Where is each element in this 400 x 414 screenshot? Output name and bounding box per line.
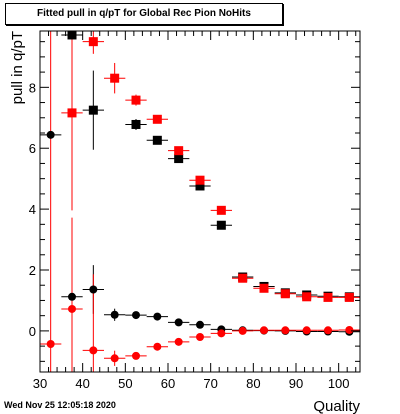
x-tick-label: 30	[33, 376, 47, 391]
data-point-square	[110, 73, 120, 83]
data-point-circle	[110, 310, 119, 319]
x-tick-label: 100	[328, 376, 350, 391]
data-point-circle	[281, 326, 290, 335]
data-point-square	[67, 30, 77, 40]
data-point-circle	[46, 339, 55, 348]
data-point-square	[131, 95, 141, 105]
x-tick-label: 90	[289, 376, 303, 391]
data-point-circle	[132, 351, 140, 360]
data-point-circle	[260, 326, 268, 335]
chart-title: Fitted pull in q/pT for Global Rec Pion …	[5, 3, 283, 25]
data-point-square	[238, 273, 248, 283]
y-tick-label: 6	[29, 141, 36, 156]
data-point-square	[323, 292, 333, 302]
data-point-circle	[217, 329, 226, 338]
data-point-square	[195, 181, 205, 191]
data-point-circle	[110, 354, 119, 363]
data-point-square	[280, 289, 290, 299]
y-tick-label: 0	[29, 324, 36, 339]
data-markers	[46, 30, 354, 363]
data-point-circle	[324, 326, 332, 335]
data-point-circle	[196, 332, 204, 341]
x-tick-label: 60	[161, 376, 175, 391]
data-point-circle	[132, 311, 140, 320]
data-point-circle	[89, 346, 98, 355]
y-tick-label: 8	[29, 80, 36, 95]
x-tick-label: 80	[246, 376, 260, 391]
y-tick-label: 2	[29, 263, 36, 278]
data-point-square	[131, 119, 141, 129]
y-tick-label: 4	[29, 202, 36, 217]
data-point-circle	[68, 292, 76, 301]
data-point-square	[302, 292, 312, 302]
data-point-circle	[68, 304, 76, 313]
data-point-circle	[174, 318, 183, 327]
x-axis-label: Quality	[313, 398, 360, 414]
data-point-circle	[174, 337, 183, 346]
data-point-square	[88, 37, 98, 47]
timestamp: Wed Nov 25 12:05:18 2020	[4, 400, 116, 410]
data-point-square	[88, 105, 98, 115]
data-point-square	[174, 146, 184, 156]
x-tick-label: 70	[203, 376, 217, 391]
data-point-square	[152, 135, 162, 145]
y-axis-ticks: 0 2 4 6 8	[29, 41, 360, 362]
data-point-square	[152, 114, 162, 124]
x-axis-ticks: 30 40 50 60 70 80 90 100	[33, 31, 357, 391]
data-point-square	[259, 283, 269, 293]
data-point-circle	[238, 326, 247, 335]
data-point-circle	[345, 325, 354, 334]
plot-frame	[39, 30, 361, 373]
data-point-square	[195, 175, 205, 185]
data-point-square	[67, 108, 77, 118]
data-point-circle	[89, 285, 98, 294]
data-point-circle	[46, 130, 55, 139]
data-point-circle	[196, 320, 204, 329]
data-point-square	[216, 220, 226, 230]
x-tick-label: 40	[75, 376, 89, 391]
y-axis-label: pull in q/pT	[9, 31, 26, 104]
data-point-square	[174, 154, 184, 164]
data-point-square	[216, 205, 226, 215]
data-point-circle	[302, 326, 311, 335]
data-point-circle	[153, 312, 162, 321]
data-point-circle	[153, 342, 162, 351]
x-tick-label: 50	[118, 376, 132, 391]
data-point-square	[344, 292, 354, 302]
